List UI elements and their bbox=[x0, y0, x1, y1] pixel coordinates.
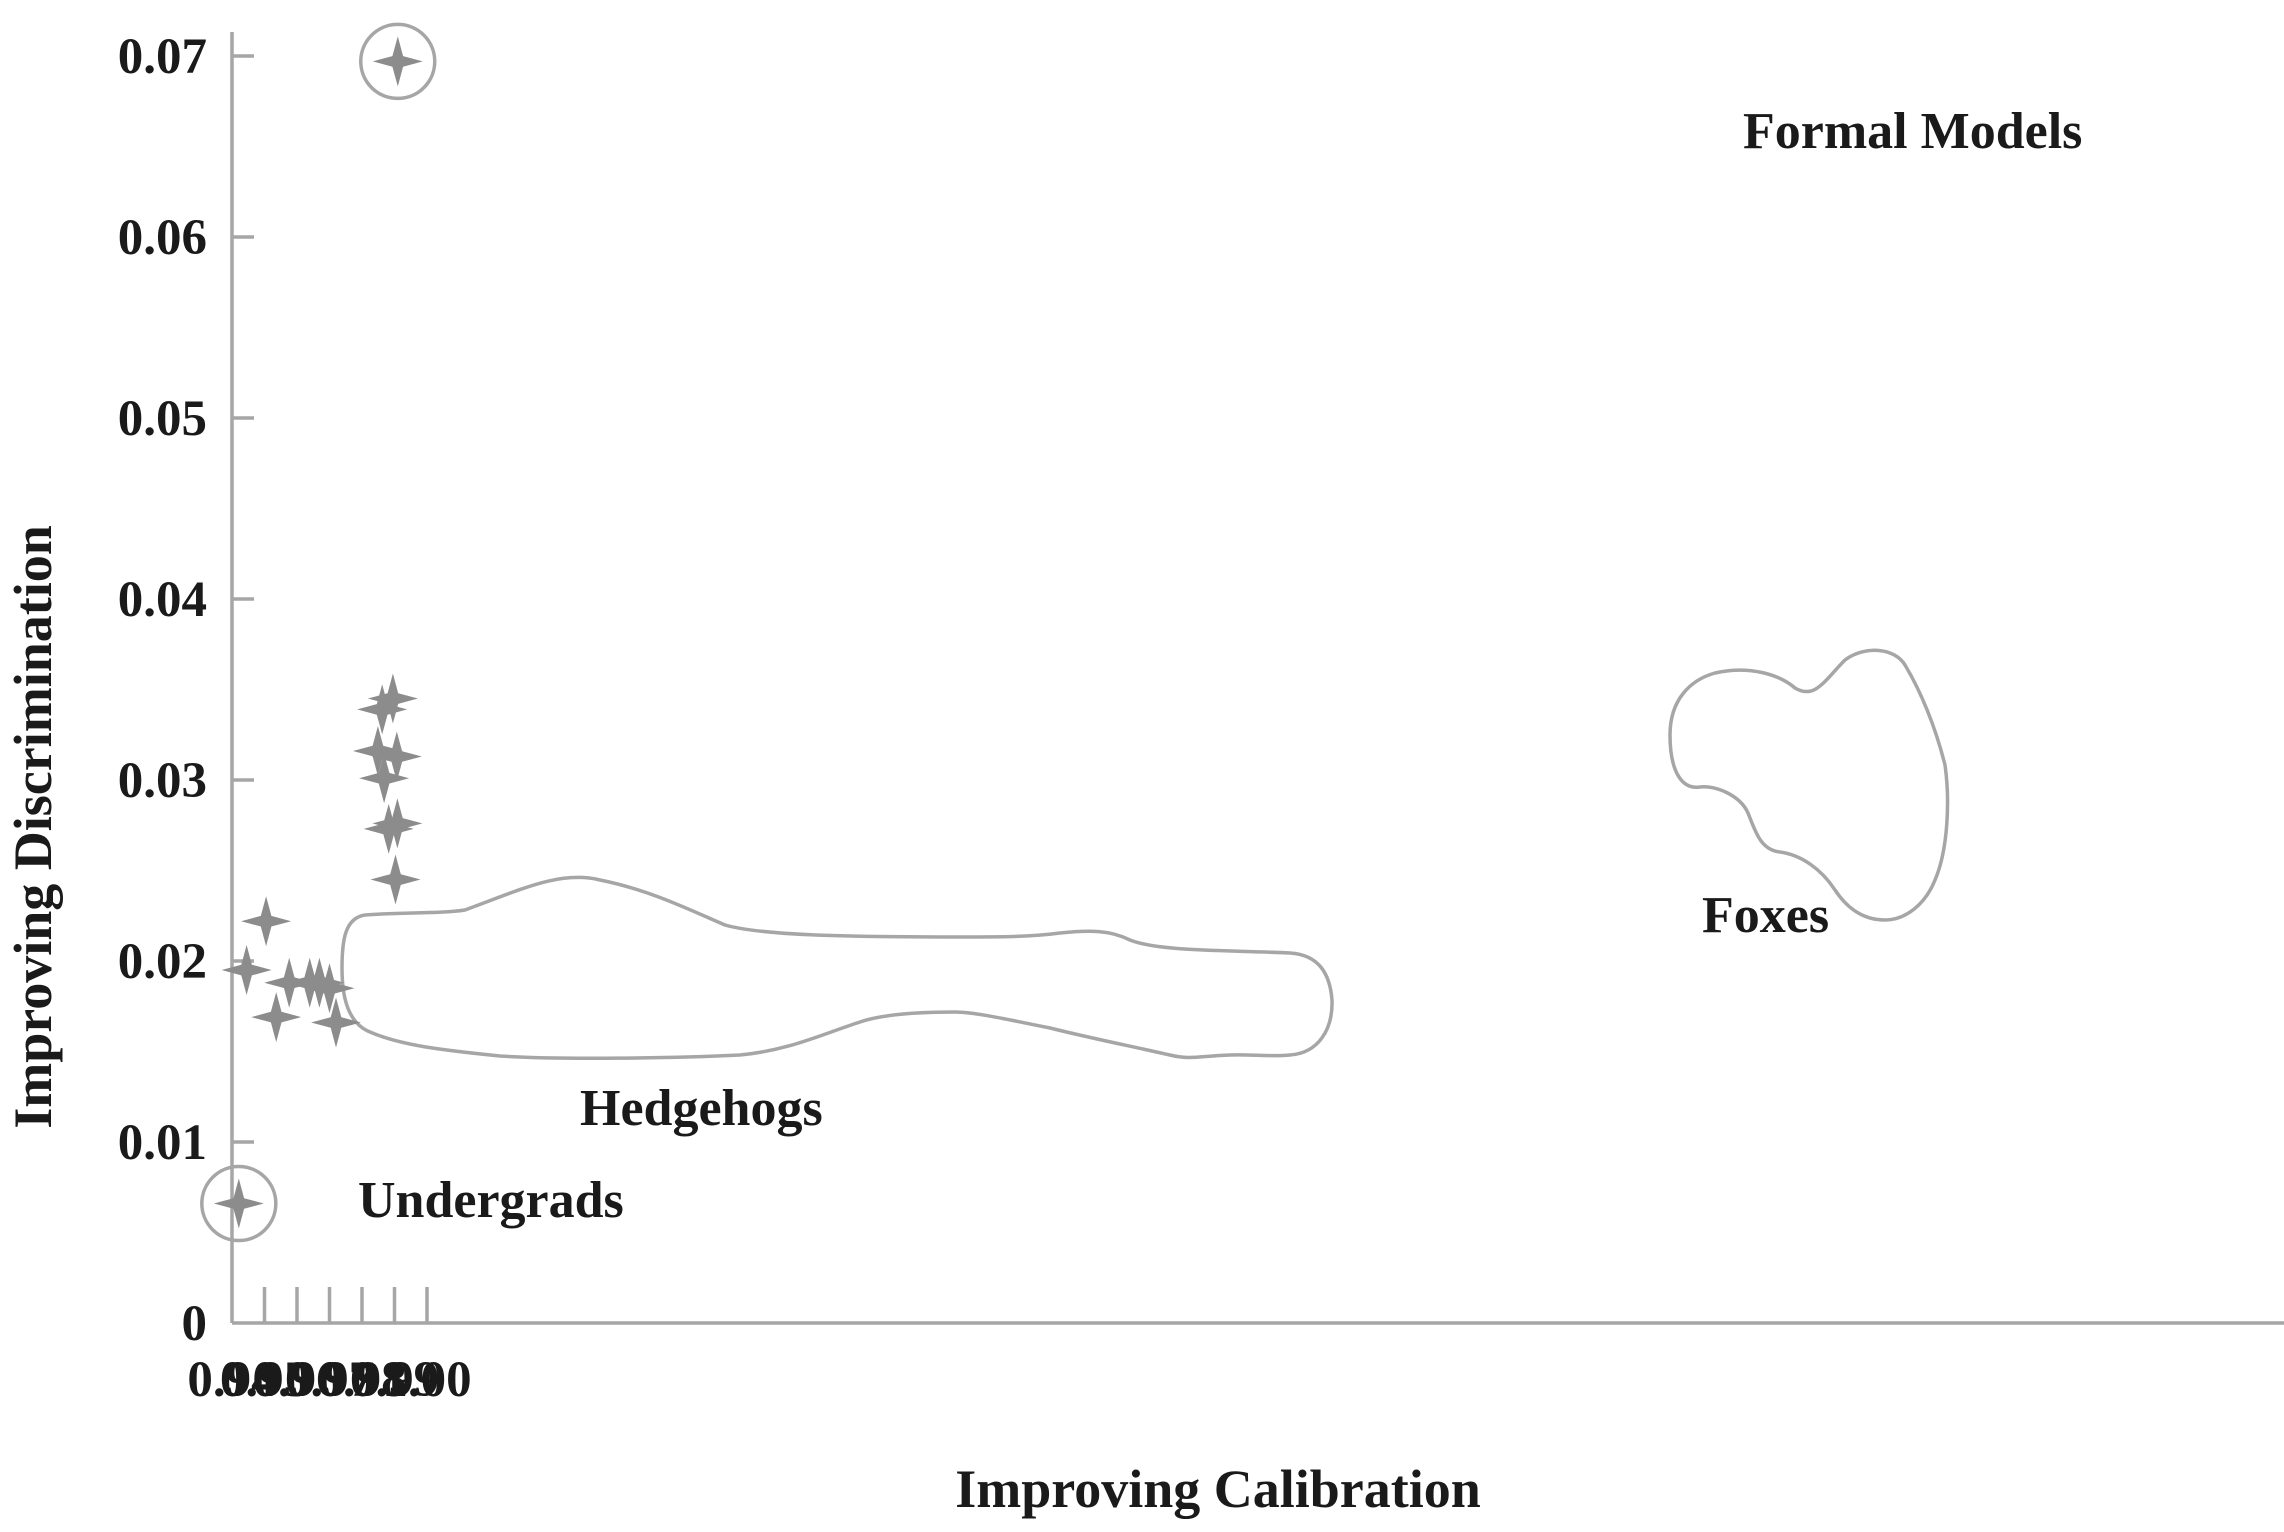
x-axis-ticks: 0.940.950.960.970.980.991.00 bbox=[187, 1287, 472, 1408]
group-labels: Hedgehogs Foxes Undergrads Formal Models bbox=[358, 103, 2082, 1229]
y-tick-label: 0.02 bbox=[118, 934, 207, 990]
y-tick-label: 0.01 bbox=[118, 1115, 207, 1171]
x-tick-label: 0.95 bbox=[220, 1352, 309, 1408]
label-foxes: Foxes bbox=[1702, 887, 1829, 944]
y-axis-ticks: 0 0.01 0.02 0.03 0.04 0.05 0.06 0.07 bbox=[118, 29, 254, 1352]
hedgehogs-data-point bbox=[251, 992, 302, 1043]
hedgehogs-cluster-outline bbox=[340, 875, 1334, 1060]
foxes-data-point bbox=[359, 753, 410, 804]
foxes-data-point bbox=[363, 803, 414, 854]
foxes-data-point bbox=[352, 726, 403, 776]
data-points bbox=[200, 22, 437, 1243]
foxes-data-point bbox=[367, 673, 418, 724]
y-axis-title: Improving Discrimination bbox=[3, 525, 63, 1129]
hedgehogs-data-point bbox=[311, 997, 361, 1048]
chart-axes bbox=[230, 32, 2284, 1325]
y-tick-label: 0.04 bbox=[118, 572, 207, 628]
cluster-outlines bbox=[340, 648, 1950, 1060]
hedgehogs-data-point bbox=[241, 896, 292, 947]
y-tick-label: 0.06 bbox=[118, 210, 207, 266]
foxes-data-point bbox=[370, 854, 421, 905]
foxes-data-point bbox=[372, 798, 423, 849]
label-hedgehogs: Hedgehogs bbox=[580, 1080, 823, 1137]
x-tick-label: 0.96 bbox=[252, 1352, 341, 1408]
hedgehogs-data-point bbox=[304, 963, 355, 1014]
x-tick-label: 0.97 bbox=[285, 1352, 374, 1408]
y-tick-label: 0 bbox=[182, 1296, 208, 1352]
x-axis-title: Improving Calibration bbox=[955, 1459, 1481, 1519]
y-tick-label: 0.07 bbox=[118, 29, 207, 85]
foxes-data-point bbox=[357, 684, 408, 735]
undergrads-data-point bbox=[213, 1178, 264, 1229]
x-tick-label: 0.94 bbox=[187, 1352, 276, 1408]
x-tick-label: 1.00 bbox=[382, 1352, 471, 1408]
y-tick-label: 0.03 bbox=[118, 753, 207, 809]
hedgehogs-data-point bbox=[294, 957, 345, 1008]
x-tick-label: 0.99 bbox=[350, 1352, 439, 1408]
foxes-cluster-outline bbox=[1668, 648, 1950, 922]
formal-models-marker-circle bbox=[359, 22, 437, 101]
y-tick-label: 0.05 bbox=[118, 391, 207, 447]
x-tick-label: 0.98 bbox=[317, 1352, 406, 1408]
hedgehogs-data-point bbox=[221, 945, 272, 995]
undergrads-marker-circle bbox=[200, 1164, 278, 1243]
label-formal-models: Formal Models bbox=[1743, 103, 2082, 160]
label-undergrads: Undergrads bbox=[358, 1172, 624, 1229]
formal-models-data-point bbox=[372, 36, 423, 87]
foxes-data-point bbox=[371, 731, 422, 782]
